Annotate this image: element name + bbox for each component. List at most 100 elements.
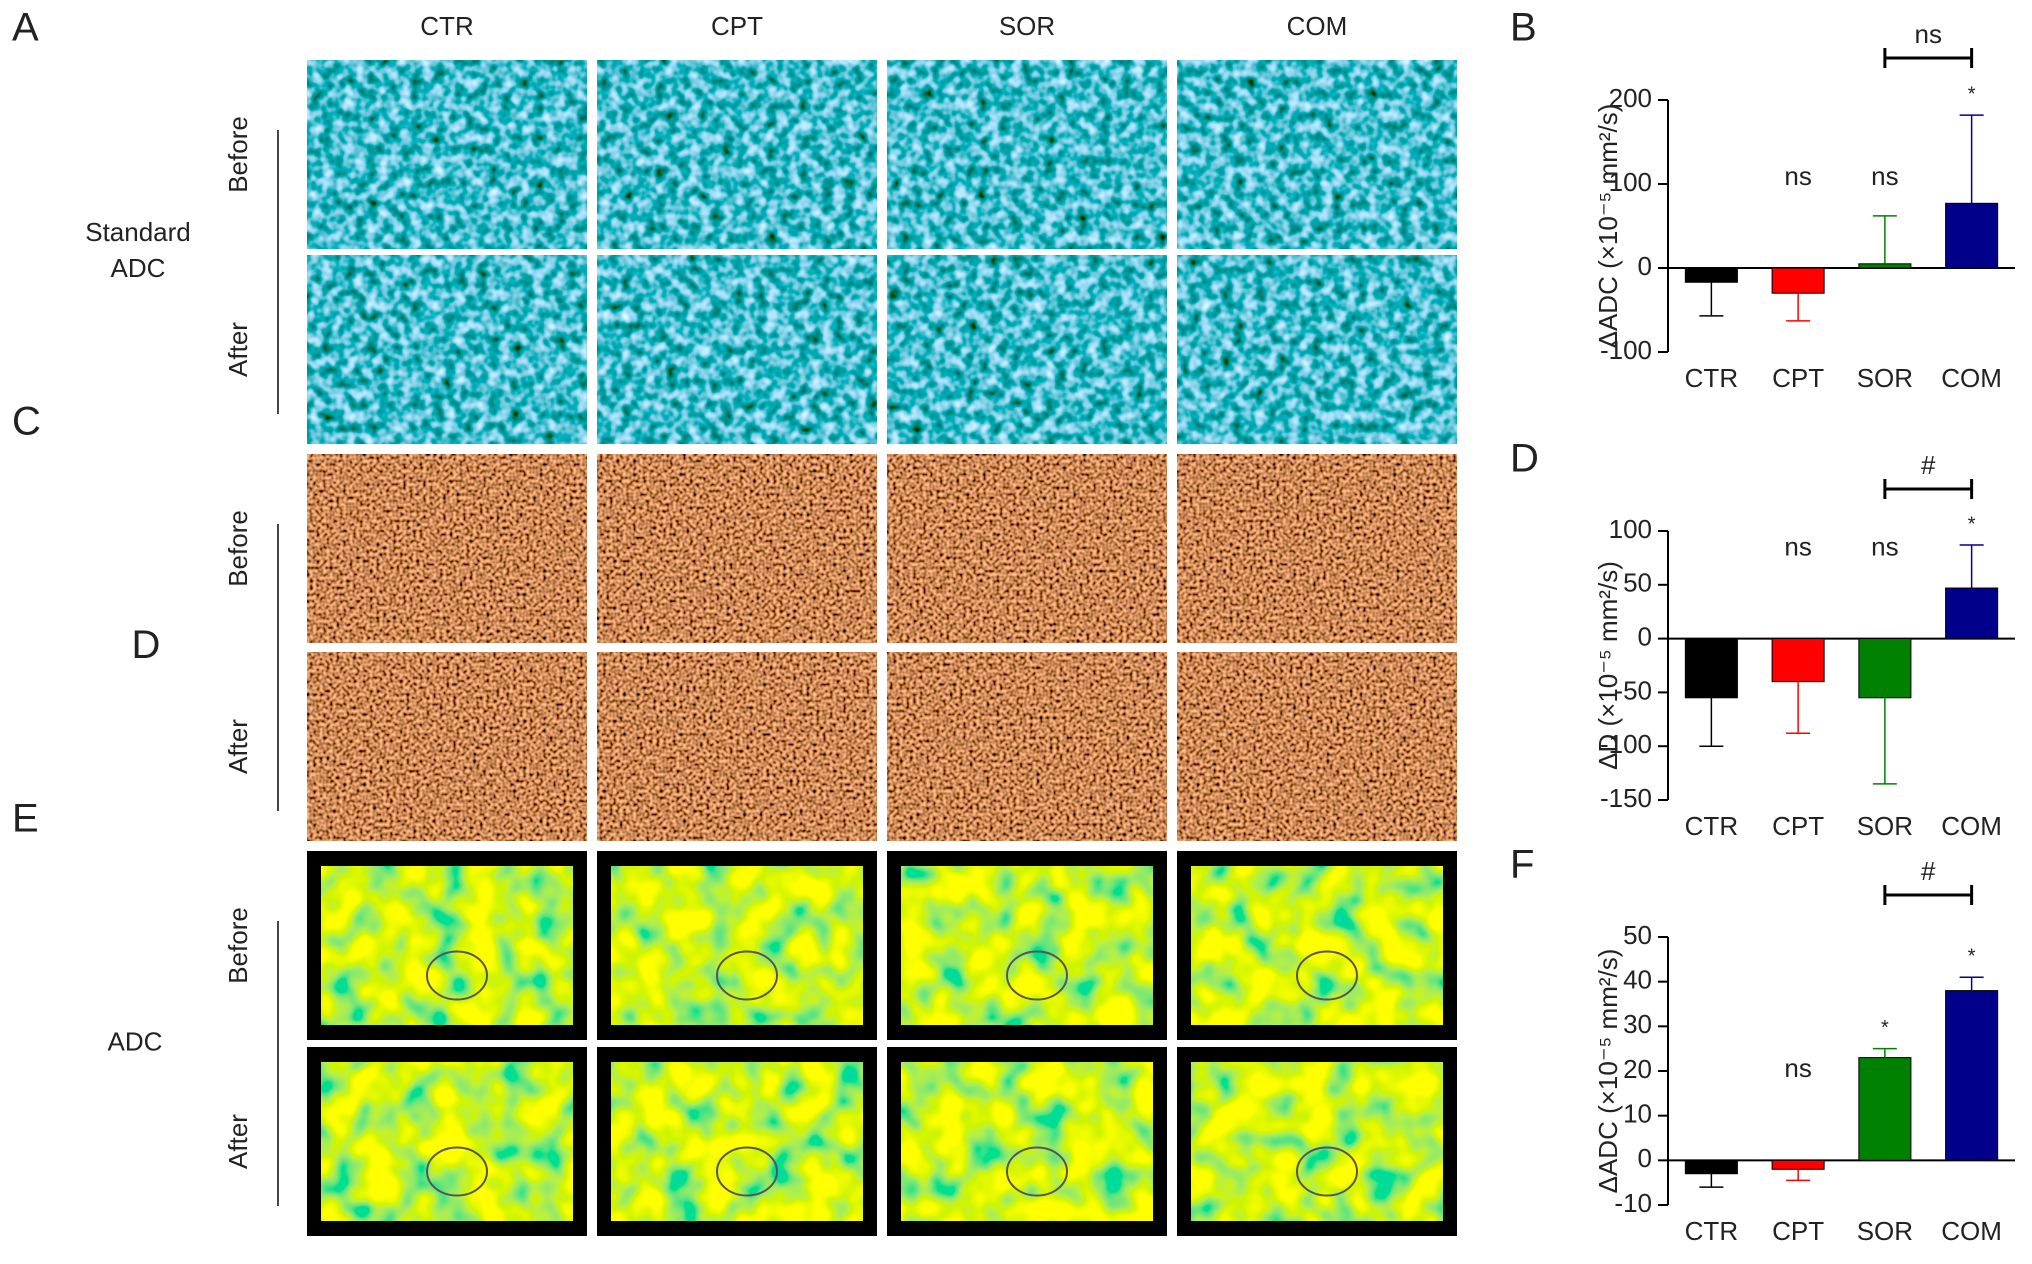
image-bg	[887, 652, 1167, 841]
x-tick-label: COM	[1941, 811, 2002, 841]
y-axis-label: ΔADC (×10⁻⁵ mm²/s)	[1593, 949, 1623, 1194]
image-bg	[597, 255, 877, 444]
x-tick-label: CPT	[1772, 363, 1824, 393]
y-tick-label: 20	[1623, 1054, 1652, 1084]
mri-image	[307, 851, 587, 1040]
mri-image	[1177, 652, 1457, 841]
mri-image	[597, 454, 877, 643]
x-tick-label: SOR	[1857, 1216, 1913, 1246]
mri-image	[307, 60, 587, 249]
panel-label: D	[1510, 437, 1539, 481]
tissue	[321, 866, 573, 1025]
x-tick-label: CPT	[1772, 811, 1824, 841]
row-label: ADC	[108, 1026, 163, 1056]
image-bg	[887, 60, 1167, 249]
tissue	[1191, 866, 1443, 1025]
bar	[1945, 990, 1999, 1161]
bar	[1771, 1159, 1825, 1170]
bar	[1945, 587, 1999, 640]
mri-image	[597, 1047, 877, 1236]
y-tick-label: -150	[1600, 783, 1652, 813]
significance-note: ns	[1871, 531, 1898, 561]
y-tick-label: 200	[1609, 83, 1652, 113]
bar	[1858, 263, 1912, 269]
mri-image	[307, 454, 587, 643]
image-bg	[1177, 255, 1457, 444]
image-bg	[597, 652, 877, 841]
mri-image	[887, 1047, 1167, 1236]
roi	[716, 950, 778, 1001]
image-bg	[597, 454, 877, 643]
roi	[1006, 1146, 1068, 1197]
image-bg	[307, 454, 587, 643]
y-tick-label: -100	[1600, 729, 1652, 759]
image-bg	[307, 652, 587, 841]
roi	[426, 950, 488, 1001]
mri-image	[597, 60, 877, 249]
row-label: ADC	[111, 253, 166, 283]
y-tick-label: 50	[1623, 568, 1652, 598]
comparison-label: #	[1921, 856, 1936, 886]
x-tick-label: CTR	[1685, 363, 1738, 393]
panel-label: B	[1510, 6, 1537, 50]
comparison-bracket	[1883, 479, 1974, 499]
y-tick-label: -50	[1614, 675, 1652, 705]
mri-image	[887, 652, 1167, 841]
mri-image	[887, 454, 1167, 643]
image-bg	[887, 255, 1167, 444]
panel-label: E	[12, 797, 39, 841]
y-tick-label: 0	[1638, 621, 1652, 651]
panel-label: A	[12, 6, 39, 50]
mri-image	[307, 255, 587, 444]
roi	[1296, 1146, 1358, 1197]
significance-note: ns	[1871, 161, 1898, 191]
tissue	[611, 866, 863, 1025]
bar	[1945, 202, 1999, 269]
bar	[1771, 267, 1825, 294]
y-tick-label: 30	[1623, 1009, 1652, 1039]
y-tick-label: 40	[1623, 965, 1652, 995]
significance-note: ns	[1784, 1053, 1811, 1083]
panel-label: F	[1510, 843, 1534, 887]
y-tick-label: 0	[1638, 251, 1652, 281]
mri-image	[887, 851, 1167, 1040]
row-label: D	[132, 623, 161, 667]
image-bg	[1177, 60, 1457, 249]
roi	[426, 1146, 488, 1197]
timepoint-label: Before	[223, 116, 253, 193]
y-tick-label: 50	[1623, 920, 1652, 950]
row-label: Standard	[85, 217, 191, 247]
image-bg	[307, 60, 587, 249]
column-label: SOR	[999, 11, 1055, 41]
x-tick-label: CTR	[1685, 811, 1738, 841]
mri-image	[1177, 851, 1457, 1040]
x-tick-label: CTR	[1685, 1216, 1738, 1246]
mri-image	[887, 255, 1167, 444]
y-tick-label: 0	[1638, 1143, 1652, 1173]
y-axis-label: ΔADC (×10⁻⁵ mm²/s)	[1593, 104, 1623, 349]
timepoint-label: Before	[223, 907, 253, 984]
column-label: COM	[1287, 11, 1348, 41]
roi	[1296, 950, 1358, 1001]
significance-note: *	[1968, 945, 1976, 967]
roi	[1006, 950, 1068, 1001]
comparison-label: ns	[1915, 19, 1942, 49]
bar	[1684, 1159, 1738, 1175]
bar	[1684, 267, 1738, 283]
image-bg	[1177, 652, 1457, 841]
significance-note: ns	[1784, 161, 1811, 191]
y-tick-label: -10	[1614, 1188, 1652, 1218]
x-tick-label: SOR	[1857, 363, 1913, 393]
y-tick-label: 10	[1623, 1099, 1652, 1129]
x-tick-label: CPT	[1772, 1216, 1824, 1246]
mri-image	[597, 652, 877, 841]
image-bg	[597, 60, 877, 249]
bar	[1858, 1057, 1912, 1161]
mri-image	[307, 652, 587, 841]
mri-image	[1177, 454, 1457, 643]
tissue	[901, 866, 1153, 1025]
comparison-label: #	[1921, 450, 1936, 480]
x-tick-label: COM	[1941, 363, 2002, 393]
bar	[1771, 638, 1825, 683]
